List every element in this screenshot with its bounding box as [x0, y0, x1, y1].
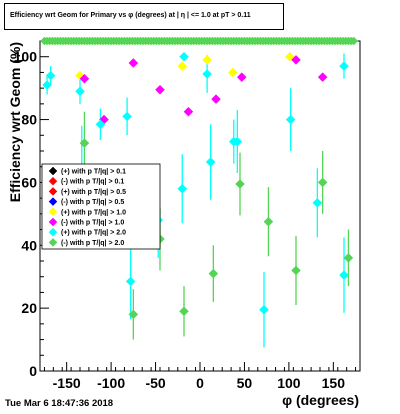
legend-marker — [48, 227, 58, 237]
data-point — [208, 268, 219, 279]
data-point — [259, 304, 269, 315]
legend-label: (+) with p T/|q| > 0.1 — [61, 169, 126, 176]
title-box: Efficiency wrt Geom for Primary vs φ (de… — [4, 3, 284, 30]
data-point — [232, 136, 243, 147]
y-tick-label: 100 — [14, 49, 38, 65]
data-point — [179, 306, 189, 317]
legend-label: (+) with p T/|q| > 0.5 — [61, 189, 126, 196]
data-point — [128, 309, 139, 320]
legend-marker — [48, 238, 58, 247]
data-point — [263, 216, 274, 227]
x-axis-label: φ (degrees) — [282, 392, 359, 408]
data-point — [211, 94, 221, 104]
data-point — [45, 70, 56, 81]
data-point — [317, 177, 328, 188]
legend-label: (+) with p T/|q| > 2.0 — [61, 230, 126, 237]
top-row-point — [349, 36, 359, 46]
data-point — [42, 80, 52, 90]
data-point — [285, 114, 296, 125]
data-point — [79, 73, 90, 84]
x-tick-label: 100 — [277, 375, 301, 391]
data-point — [291, 55, 301, 65]
data-point — [79, 138, 90, 148]
data-point — [343, 253, 354, 263]
x-tick-label: -150 — [53, 375, 81, 391]
legend-label: (-) with p T/|q| > 0.1 — [61, 179, 124, 186]
data-point — [125, 276, 136, 287]
y-tick-label: 20 — [21, 300, 37, 316]
data-point — [202, 55, 212, 65]
data-point — [317, 72, 328, 82]
x-tick-label: 50 — [237, 375, 253, 391]
data-point — [228, 67, 238, 78]
data-point — [128, 58, 139, 68]
axes: -150 -100 -50 0 50 100 150 0 20 40 60 80 100 — [14, 49, 357, 391]
data-markers — [40, 36, 359, 320]
x-tick-label: -50 — [145, 375, 165, 391]
legend: (+) with p T/|q| > 0.1 (-) with p T/|q| >… — [41, 163, 161, 250]
y-tick-label: 80 — [21, 112, 37, 128]
legend-marker — [48, 197, 58, 206]
y-tick-label: 60 — [21, 174, 37, 190]
data-point — [179, 51, 189, 62]
data-point — [75, 86, 85, 97]
legend-label: (-) with p T/|q| > 2.0 — [61, 240, 124, 247]
data-point — [291, 265, 301, 276]
legend-box — [41, 163, 161, 250]
data-point — [339, 270, 349, 280]
data-point — [183, 106, 194, 117]
data-point — [205, 157, 216, 167]
legend-marker — [48, 187, 58, 196]
legend-marker — [48, 217, 58, 227]
data-point — [312, 198, 323, 208]
data-point — [155, 84, 165, 95]
data-point — [235, 179, 245, 189]
x-tick-label: 150 — [322, 375, 346, 391]
legend-label: (-) with p T/|q| > 1.0 — [61, 220, 124, 227]
legend-marker — [48, 176, 58, 186]
data-point — [122, 111, 132, 122]
chart-title: Efficiency wrt Geom for Primary vs φ (de… — [10, 12, 251, 19]
y-axis-label: Efficiency wrt Geom (%) — [7, 42, 23, 202]
legend-marker — [48, 166, 58, 176]
data-point — [95, 119, 106, 130]
data-point — [339, 61, 349, 71]
legend-label: (-) with p T/|q| > 0.5 — [61, 199, 124, 206]
x-tick-label: 0 — [196, 375, 204, 391]
data-point — [284, 51, 295, 62]
data-point — [202, 69, 212, 79]
legend-label: (+) with p T/|q| > 1.0 — [61, 209, 126, 216]
data-point — [177, 61, 188, 71]
timestamp-footer: Tue Mar 6 18:47:36 2018 — [5, 398, 114, 409]
y-tick-label: 0 — [29, 363, 37, 379]
y-tick-label: 40 — [21, 237, 37, 253]
x-tick-label: -100 — [97, 375, 125, 391]
legend-marker — [48, 207, 58, 217]
data-point — [236, 72, 247, 82]
data-point — [177, 183, 188, 194]
